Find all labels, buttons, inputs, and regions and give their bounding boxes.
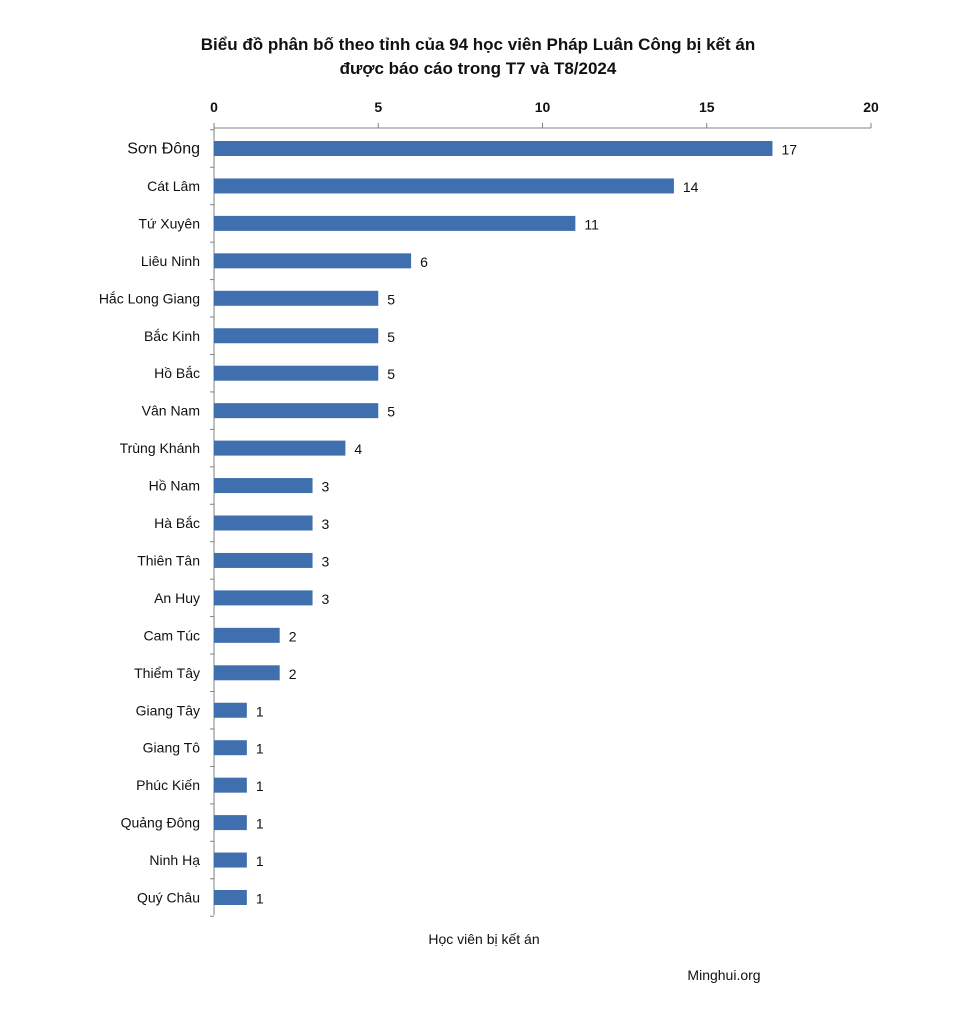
x-tick-label: 5 bbox=[374, 99, 382, 115]
bar bbox=[214, 665, 280, 681]
x-tick-label: 0 bbox=[210, 99, 218, 115]
value-label: 2 bbox=[289, 628, 297, 644]
value-label: 3 bbox=[322, 516, 330, 532]
category-label: Giang Tô bbox=[143, 740, 201, 756]
bar bbox=[214, 852, 247, 868]
bar bbox=[214, 328, 379, 344]
category-label: Liêu Ninh bbox=[141, 253, 200, 269]
value-label: 1 bbox=[256, 778, 264, 794]
category-label: Giang Tây bbox=[136, 702, 200, 718]
bar bbox=[214, 627, 280, 643]
bar bbox=[214, 440, 346, 456]
x-tick-label: 20 bbox=[863, 99, 879, 115]
bar bbox=[214, 141, 773, 156]
bar bbox=[214, 777, 247, 793]
value-label: 3 bbox=[322, 591, 330, 607]
value-label: 3 bbox=[322, 553, 330, 569]
category-label: Quý Châu bbox=[137, 890, 200, 906]
value-label: 2 bbox=[289, 666, 297, 682]
bar bbox=[214, 740, 247, 756]
bar bbox=[214, 515, 313, 531]
value-label: 11 bbox=[584, 216, 599, 232]
x-axis-title: Học viên bị kết án bbox=[428, 931, 539, 947]
bar bbox=[214, 403, 379, 419]
category-label: Ninh Hạ bbox=[149, 852, 200, 868]
bar bbox=[214, 290, 379, 306]
bar bbox=[214, 178, 674, 194]
bar bbox=[214, 253, 412, 269]
category-label: Cam Túc bbox=[143, 627, 200, 643]
category-label: Thiểm Tây bbox=[134, 665, 200, 681]
value-label: 3 bbox=[322, 479, 330, 495]
category-label: Bắc Kinh bbox=[144, 328, 200, 344]
bar bbox=[214, 702, 247, 718]
category-label: Thiên Tân bbox=[137, 552, 200, 568]
value-label: 1 bbox=[256, 891, 264, 907]
value-label: 5 bbox=[387, 291, 395, 307]
x-tick-label: 15 bbox=[699, 99, 715, 115]
bar bbox=[214, 552, 313, 568]
value-label: 1 bbox=[256, 703, 264, 719]
bar bbox=[214, 478, 313, 494]
bar bbox=[214, 215, 576, 231]
category-label: Hắc Long Giang bbox=[99, 290, 200, 306]
category-label: Cát Lâm bbox=[147, 178, 200, 194]
category-label: Phúc Kiến bbox=[136, 777, 200, 793]
value-label: 5 bbox=[387, 329, 395, 345]
bar bbox=[214, 365, 379, 381]
value-label: 1 bbox=[256, 853, 264, 869]
bar bbox=[214, 815, 247, 831]
value-label: 14 bbox=[683, 179, 699, 195]
category-label: An Huy bbox=[154, 590, 200, 606]
category-label: Sơn Đông bbox=[127, 141, 200, 158]
chart-subtitle: được báo cáo trong T7 và T8/2024 bbox=[340, 59, 617, 78]
bar bbox=[214, 890, 247, 905]
category-label: Hà Bắc bbox=[154, 515, 200, 531]
value-label: 4 bbox=[354, 441, 362, 457]
category-label: Trùng Khánh bbox=[120, 440, 200, 456]
x-tick-label: 10 bbox=[535, 99, 551, 115]
bar bbox=[214, 590, 313, 606]
value-label: 1 bbox=[256, 741, 264, 757]
category-label: Vân Nam bbox=[142, 403, 200, 419]
source-label: Minghui.org bbox=[687, 967, 760, 983]
value-label: 6 bbox=[420, 254, 428, 270]
chart-title: Biểu đồ phân bố theo tỉnh của 94 học viê… bbox=[201, 35, 755, 54]
category-label: Quảng Đông bbox=[121, 815, 200, 831]
value-label: 17 bbox=[781, 142, 797, 158]
value-label: 5 bbox=[387, 404, 395, 420]
value-label: 1 bbox=[256, 816, 264, 832]
category-label: Tứ Xuyên bbox=[138, 215, 200, 231]
category-label: Hồ Bắc bbox=[154, 365, 200, 381]
category-label: Hồ Nam bbox=[149, 478, 200, 494]
value-label: 5 bbox=[387, 366, 395, 382]
